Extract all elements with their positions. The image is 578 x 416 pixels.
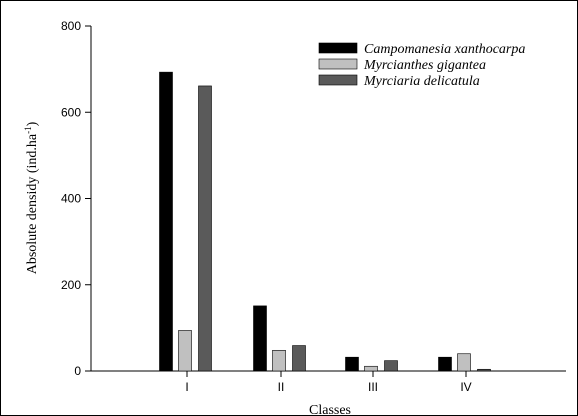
- bar: [438, 356, 452, 372]
- bar: [198, 85, 212, 372]
- bar: [178, 330, 192, 372]
- bar: [364, 365, 378, 372]
- bar: [159, 71, 173, 372]
- legend-label: Myrciaria delicatula: [363, 74, 480, 89]
- legend-swatch: [318, 58, 358, 70]
- x-tick-label: I: [185, 380, 188, 394]
- bar: [457, 353, 471, 372]
- legend-label: Campomanesia xanthocarpa: [364, 42, 525, 57]
- x-ticks: I II III IV: [185, 371, 472, 394]
- bar: [384, 360, 398, 372]
- y-tick-label: 400: [61, 192, 81, 206]
- bar: [477, 368, 491, 372]
- bar: [272, 349, 286, 372]
- x-tick-label: IV: [460, 380, 471, 394]
- bar: [345, 356, 359, 372]
- x-axis-label: Classes: [309, 403, 351, 416]
- y-tick-label: 800: [61, 19, 81, 33]
- y-axis-label: Absolute densidy (ind.ha-1): [23, 121, 40, 274]
- y-tick-label: 0: [74, 364, 81, 378]
- legend-swatch: [318, 74, 358, 86]
- x-tick-label: III: [368, 380, 378, 394]
- legend-swatch: [318, 42, 358, 54]
- bar: [292, 345, 306, 372]
- x-tick-label: II: [278, 380, 285, 394]
- bar: [253, 305, 267, 372]
- y-axis-label-close: ): [25, 121, 40, 126]
- y-tick-label: 200: [61, 278, 81, 292]
- y-axis-label-superscript: -1: [23, 126, 33, 134]
- legend-label: Myrcianthes gigantea: [363, 58, 486, 73]
- bars: [159, 71, 491, 372]
- y-ticks: 0 200 400 600 800: [61, 19, 91, 378]
- y-tick-label: 600: [61, 105, 81, 119]
- y-axis-label-main: Absolute densidy (ind.ha: [25, 133, 40, 274]
